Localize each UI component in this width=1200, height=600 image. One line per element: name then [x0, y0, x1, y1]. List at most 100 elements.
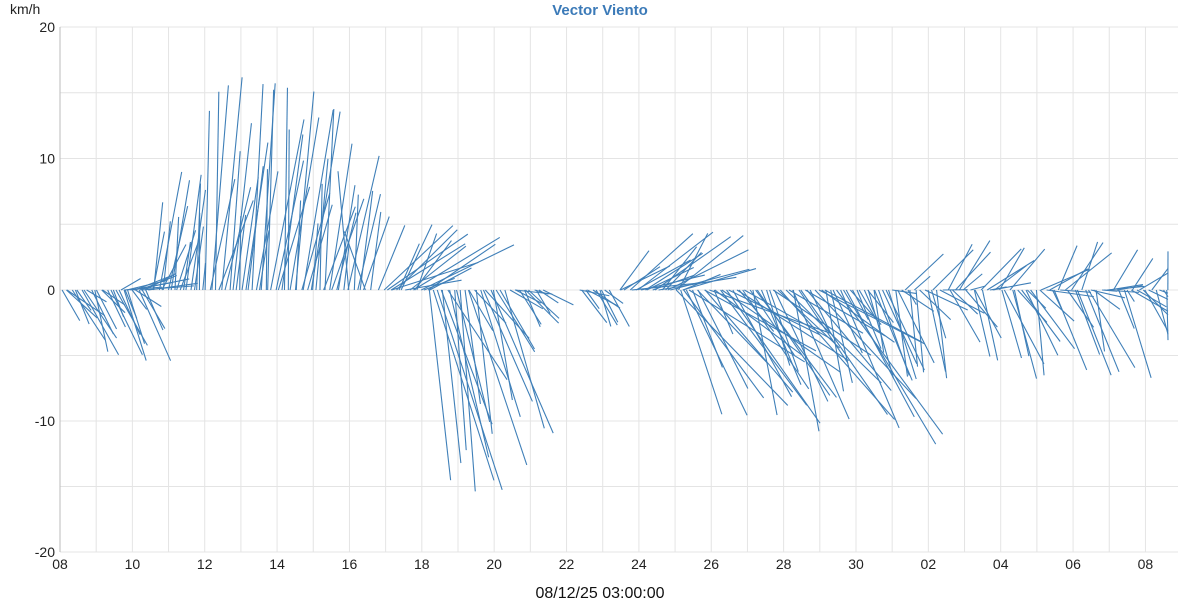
- timestamp-footer: 08/12/25 03:00:00: [535, 585, 664, 600]
- wind-vector: [645, 252, 704, 291]
- wind-vector: [749, 289, 795, 356]
- wind-vector: [495, 289, 536, 353]
- wind-vector: [682, 273, 721, 291]
- x-tick-label: 08: [52, 556, 68, 572]
- wind-vector: [704, 289, 794, 393]
- wind-vector: [1126, 289, 1135, 302]
- wind-vector: [675, 289, 789, 406]
- wind-vector: [183, 241, 191, 291]
- wind-vector: [619, 250, 650, 291]
- wind-vector: [490, 289, 554, 434]
- wind-vector: [836, 289, 944, 435]
- wind-vector: [229, 151, 241, 291]
- wind-vector: [1155, 289, 1169, 335]
- wind-vector: [383, 225, 454, 291]
- x-tick-label: 22: [559, 556, 575, 572]
- wind-vector: [814, 289, 917, 399]
- wind-vector: [301, 192, 331, 291]
- wind-vector: [992, 282, 1032, 291]
- wind-vector: [845, 289, 915, 418]
- wind-vector: [1081, 241, 1099, 291]
- wind-vector: [464, 289, 481, 404]
- wind-vector: [294, 91, 315, 291]
- wind-vector: [873, 289, 885, 353]
- wind-vector: [600, 289, 619, 323]
- wind-vector: [999, 247, 1025, 291]
- wind-vector: [504, 289, 545, 429]
- wind-vector: [877, 289, 910, 376]
- wind-vector: [581, 289, 608, 323]
- wind-vector: [821, 289, 895, 343]
- x-tick-label: 26: [703, 556, 719, 572]
- wind-vector: [682, 268, 757, 291]
- wind-vector: [1123, 289, 1152, 378]
- wind-vector: [302, 109, 334, 291]
- wind-vector: [359, 190, 374, 291]
- wind-vector: [102, 289, 126, 306]
- wind-vector: [468, 289, 494, 331]
- wind-vector: [1144, 289, 1169, 332]
- wind-vector: [1139, 272, 1169, 291]
- wind-vector: [955, 251, 991, 291]
- wind-vector: [158, 171, 183, 291]
- wind-vector: [888, 289, 917, 380]
- wind-vector: [769, 289, 799, 372]
- y-tick-label: -20: [35, 544, 55, 560]
- wind-vector: [400, 224, 433, 291]
- wind-vector: [852, 289, 869, 320]
- wind-vector: [994, 265, 1027, 291]
- wind-vector: [1039, 289, 1075, 322]
- wind-vector: [1088, 289, 1136, 368]
- wind-vector: [800, 289, 888, 415]
- x-tick-label: 06: [1065, 556, 1081, 572]
- wind-vector: [680, 289, 723, 415]
- wind-vector: [927, 289, 947, 372]
- wind-vector: [235, 214, 247, 291]
- wind-vector: [1064, 252, 1113, 291]
- wind-vector: [980, 248, 1022, 291]
- wind-vector: [1095, 289, 1106, 352]
- wind-vector: [697, 289, 768, 364]
- wind-vector: [1001, 289, 1023, 359]
- wind-vector: [135, 289, 162, 307]
- wind-vector: [697, 289, 749, 389]
- wind-vector: [608, 289, 630, 327]
- wind-vector: [909, 289, 919, 367]
- wind-vector: [275, 160, 305, 291]
- wind-vector: [312, 223, 319, 291]
- wind-vector: [858, 289, 877, 321]
- wind-vector: [1021, 289, 1061, 342]
- wind-vector: [74, 289, 90, 325]
- x-tick-label: 04: [993, 556, 1009, 572]
- wind-vector: [107, 289, 126, 328]
- wind-vector: [952, 289, 979, 315]
- wind-vector: [357, 193, 382, 291]
- wind-vector: [931, 289, 947, 339]
- wind-vectors: [61, 77, 1169, 492]
- wind-vector: [726, 289, 821, 424]
- wind-vector: [391, 261, 479, 291]
- wind-vector: [193, 226, 204, 291]
- wind-vector: [1093, 289, 1121, 310]
- wind-vector: [251, 84, 264, 291]
- wind-vector: [981, 289, 999, 361]
- wind-vector: [949, 289, 981, 343]
- wind-vector: [1085, 289, 1120, 373]
- wind-vector: [185, 174, 202, 291]
- wind-vector: [71, 289, 106, 341]
- wind-vector: [196, 183, 202, 291]
- wind-vector: [744, 289, 833, 341]
- wind-vector: [721, 289, 841, 373]
- wind-vector: [310, 111, 341, 291]
- wind-vector: [127, 289, 146, 344]
- wind-vector: [413, 236, 501, 291]
- wind-vector: [353, 194, 359, 291]
- wind-vector: [825, 289, 845, 392]
- wind-vector: [214, 91, 220, 291]
- wind-vector: [766, 289, 791, 366]
- wind-vector: [986, 260, 1035, 291]
- wind-vector: [897, 289, 935, 364]
- x-tick-label: 20: [486, 556, 502, 572]
